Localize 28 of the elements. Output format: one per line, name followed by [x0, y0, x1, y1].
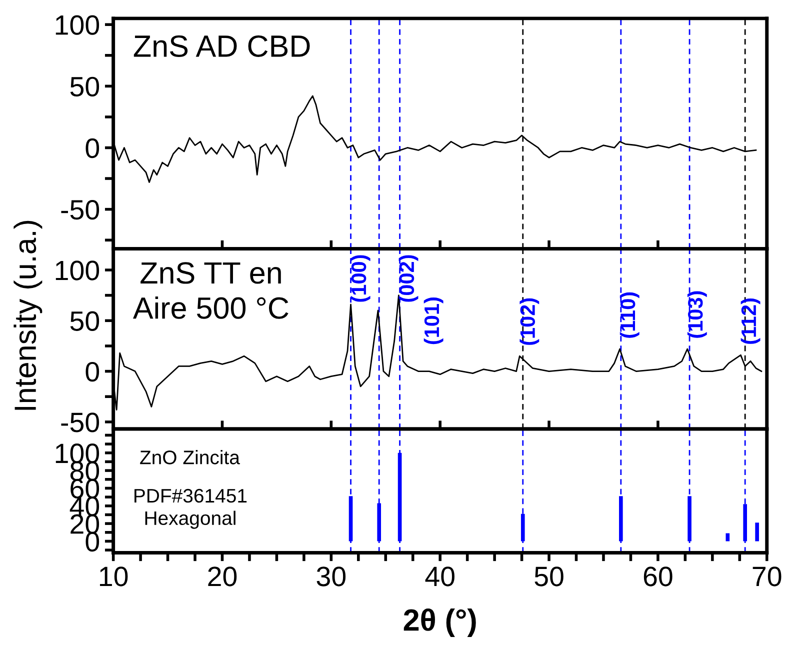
x-tick-label: 10 [100, 566, 128, 586]
annotation: (103) [687, 291, 707, 338]
y-axis-title: Intensity (u.a.) [14, 220, 42, 410]
y-tick-label: 100 [56, 15, 100, 35]
x-tick-label: 20 [208, 566, 237, 586]
x-tick-label: 70 [752, 566, 782, 586]
annotation: ZnS TT en Aire 500 °C [132, 262, 288, 319]
y-tick-label: 50 [70, 76, 100, 96]
x-axis-title: 2θ (°) [404, 608, 476, 637]
y-tick-label: 0 [86, 138, 100, 158]
annotation: (101) [424, 298, 444, 344]
x-tick-label: 40 [425, 566, 454, 586]
annotation: (002) [398, 255, 418, 302]
annotation: ZnS AD CBD [134, 35, 310, 57]
y-tick-label: 0 [86, 362, 100, 382]
y-tick-label: 100 [56, 260, 100, 280]
annotation: (110) [620, 292, 640, 338]
x-tick-label: 30 [316, 566, 346, 586]
y-tick-label: -50 [61, 412, 100, 432]
annotation: ZnO Zincita [140, 450, 240, 464]
x-tick-label: 60 [644, 566, 672, 586]
x-tick-label: 50 [534, 566, 564, 586]
annotation: (102) [520, 298, 540, 345]
annotation: (112) [740, 298, 760, 344]
annotation: (100) [350, 255, 370, 302]
annotation: PDF#361451 Hexagonal [134, 488, 247, 529]
y-tick-label: 50 [70, 311, 100, 331]
y-tick-label: -50 [61, 200, 100, 220]
